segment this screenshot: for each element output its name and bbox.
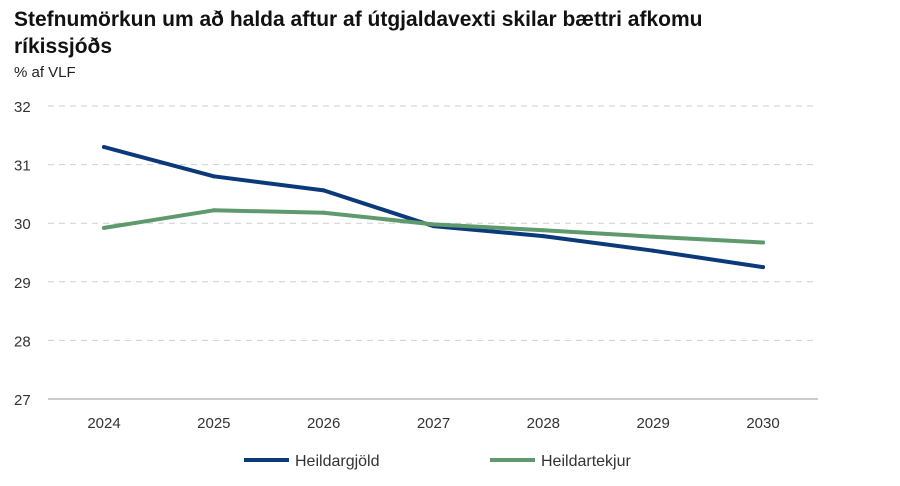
x-axis-ticks: 2024 2025 2026 2027 2028 2029 2030 — [87, 415, 779, 432]
y-tick-label: 30 — [14, 216, 31, 233]
x-tick-label: 2024 — [87, 415, 120, 432]
y-axis-ticks: 27 28 29 30 31 32 — [14, 99, 31, 409]
data-point — [651, 248, 656, 253]
data-point — [211, 208, 216, 213]
x-tick-label: 2030 — [746, 415, 779, 432]
legend-label: Heildartekjur — [541, 453, 631, 470]
y-tick-label: 28 — [14, 333, 31, 350]
series-line-2 — [102, 208, 765, 245]
y-tick-label: 32 — [14, 99, 31, 116]
x-tick-label: 2029 — [636, 415, 669, 432]
y-tick-label: 29 — [14, 275, 31, 292]
data-point — [541, 234, 546, 239]
data-point — [651, 234, 656, 239]
series-lines — [102, 145, 765, 270]
legend-item: Heildartekjur — [490, 453, 631, 470]
x-tick-label: 2025 — [197, 415, 230, 432]
x-tick-label: 2026 — [307, 415, 340, 432]
data-point — [102, 225, 106, 230]
y-tick-label: 31 — [14, 158, 31, 175]
data-point — [102, 145, 106, 150]
y-tick-label: 27 — [14, 392, 31, 409]
data-point — [211, 174, 216, 179]
x-tick-label: 2028 — [527, 415, 560, 432]
legend-item: Heildargjöld — [244, 453, 380, 470]
x-tick-label: 2027 — [417, 415, 450, 432]
chart-title: Stefnumörkun um að halda aftur af útgjal… — [14, 8, 703, 58]
data-point — [431, 222, 436, 227]
data-point — [761, 265, 765, 270]
data-point — [541, 228, 546, 233]
data-point — [321, 188, 326, 193]
data-point — [321, 210, 326, 215]
legend: Heildargjöld Heildartekjur — [244, 453, 631, 470]
data-point — [761, 240, 765, 245]
legend-label: Heildargjöld — [295, 453, 380, 470]
y-axis-unit-label: % af VLF — [14, 64, 76, 81]
